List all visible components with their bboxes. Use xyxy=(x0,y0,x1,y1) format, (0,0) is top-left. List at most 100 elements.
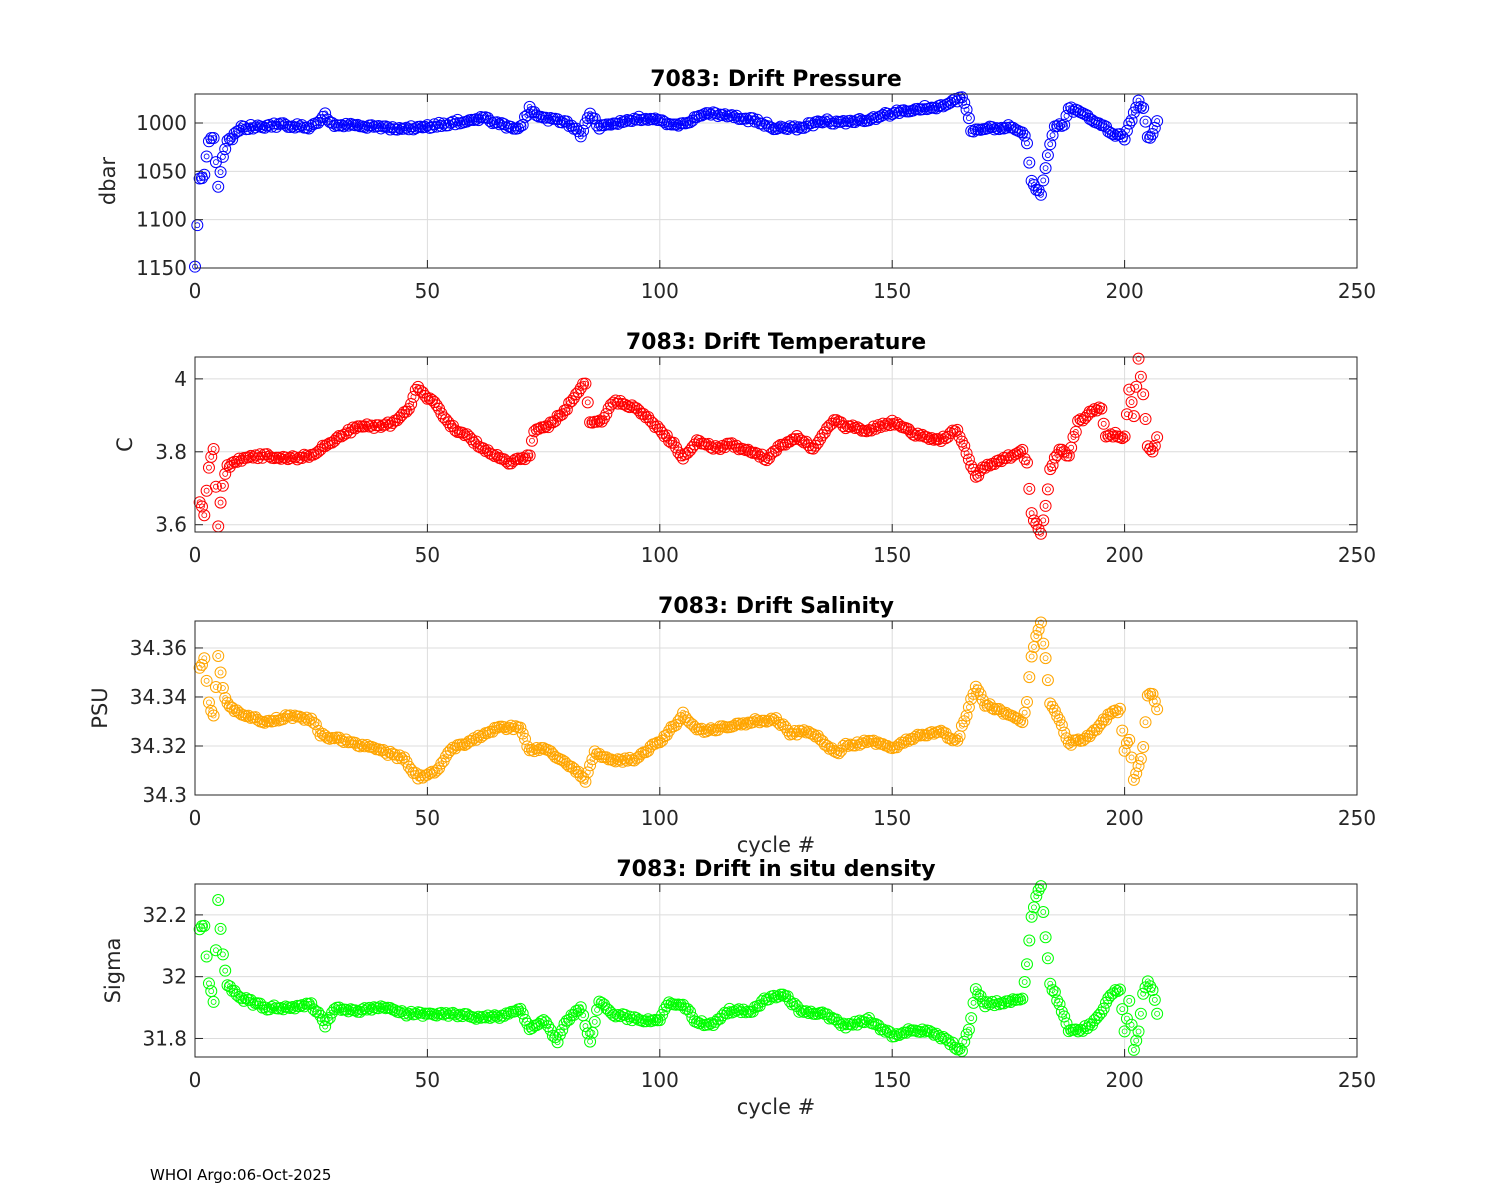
data-point xyxy=(195,172,208,185)
data-point xyxy=(402,123,415,136)
data-point xyxy=(484,115,497,128)
data-point xyxy=(993,998,1006,1011)
subplot-2: 0 50 100 150 200 250 3.6 3.8 4 7083: Drift Temper… xyxy=(113,330,1376,567)
data-point xyxy=(214,666,227,679)
data-point-inner xyxy=(1149,987,1156,994)
data-point-inner xyxy=(938,438,944,444)
data-point-inner xyxy=(963,106,970,113)
data-point-inner xyxy=(401,754,408,761)
data-point-inner xyxy=(229,988,236,994)
data-point-inner xyxy=(201,655,208,662)
data-point-inner xyxy=(1024,961,1030,968)
data-point xyxy=(795,725,808,738)
data-point-inner xyxy=(1119,1006,1126,1013)
data-point-inner xyxy=(203,153,210,160)
data-point-inner xyxy=(959,1048,965,1054)
data-point xyxy=(198,509,211,522)
data-point xyxy=(1139,716,1152,729)
data-point-inner xyxy=(703,441,710,448)
data-point xyxy=(818,738,831,751)
data-point xyxy=(286,1001,299,1014)
data-point-inner xyxy=(1103,123,1109,130)
data-point-inner xyxy=(1151,124,1158,131)
data-point-inner xyxy=(1019,446,1026,453)
data-point-inner xyxy=(222,471,229,477)
data-point-inner xyxy=(1117,705,1123,712)
data-point xyxy=(467,1011,480,1024)
data-point xyxy=(439,413,452,426)
y-axis-label: dbar xyxy=(96,157,120,206)
data-point xyxy=(797,121,810,134)
data-point xyxy=(788,725,801,738)
data-point xyxy=(1116,724,1129,737)
data-point-inner xyxy=(1000,454,1007,461)
data-series xyxy=(193,352,1164,540)
data-point xyxy=(216,682,229,695)
data-point-inner xyxy=(652,424,659,430)
data-point xyxy=(837,739,850,752)
data-point-inner xyxy=(1040,177,1047,184)
data-point-inner xyxy=(203,953,210,960)
data-point xyxy=(1037,637,1050,650)
data-point-inner xyxy=(519,1010,526,1017)
data-point-inner xyxy=(766,455,772,462)
data-point xyxy=(519,732,532,745)
data-point xyxy=(670,719,683,732)
data-point-inner xyxy=(1126,997,1133,1004)
data-point-inner xyxy=(498,723,505,730)
data-point xyxy=(279,451,292,464)
data-point-inner xyxy=(426,124,433,131)
data-point xyxy=(786,727,799,740)
data-point-inner xyxy=(219,685,226,691)
data-point-inner xyxy=(517,1006,524,1012)
data-point xyxy=(1039,652,1052,665)
y-tick-label: 34.3 xyxy=(142,783,187,807)
data-point-inner xyxy=(1119,727,1126,734)
data-point xyxy=(474,731,487,744)
data-point xyxy=(546,1029,559,1042)
data-point xyxy=(335,119,348,132)
data-point xyxy=(962,112,975,125)
data-point-inner xyxy=(580,1012,587,1019)
data-point-inner xyxy=(573,1008,580,1014)
data-point xyxy=(491,449,504,462)
data-point xyxy=(1016,716,1029,729)
data-point-inner xyxy=(498,1012,505,1019)
data-point-inner xyxy=(533,426,540,433)
data-point-inner xyxy=(800,439,807,446)
data-point xyxy=(198,919,211,932)
data-point xyxy=(867,111,880,124)
data-point xyxy=(1139,413,1152,426)
data-point xyxy=(1113,983,1126,996)
data-point-inner xyxy=(594,1007,600,1013)
data-point xyxy=(1051,994,1064,1007)
data-point xyxy=(958,439,971,452)
data-point xyxy=(858,734,871,747)
x-tick-label: 0 xyxy=(189,1068,202,1092)
data-point xyxy=(367,741,380,754)
data-point xyxy=(1069,425,1082,438)
data-point-inner xyxy=(1154,1010,1161,1017)
data-point-inner xyxy=(1124,411,1130,418)
data-point xyxy=(1083,730,1096,743)
data-point xyxy=(1125,396,1138,409)
data-point-inner xyxy=(582,380,589,387)
data-point-inner xyxy=(1144,978,1151,985)
data-point xyxy=(739,112,752,125)
x-tick-label: 250 xyxy=(1338,1068,1376,1092)
data-point xyxy=(1146,688,1159,701)
data-point xyxy=(356,1003,369,1016)
data-point xyxy=(209,480,222,493)
data-point xyxy=(674,449,687,462)
y-tick-label: 31.8 xyxy=(142,1026,187,1050)
data-point-inner xyxy=(1051,123,1058,130)
data-point-inner xyxy=(712,727,719,734)
data-point xyxy=(1102,992,1115,1005)
data-point xyxy=(1037,906,1050,919)
data-point xyxy=(256,451,269,464)
data-point xyxy=(349,1004,362,1017)
data-point xyxy=(1120,736,1133,749)
data-point-inner xyxy=(838,747,844,754)
data-point xyxy=(781,123,794,136)
data-point-inner xyxy=(208,988,215,995)
